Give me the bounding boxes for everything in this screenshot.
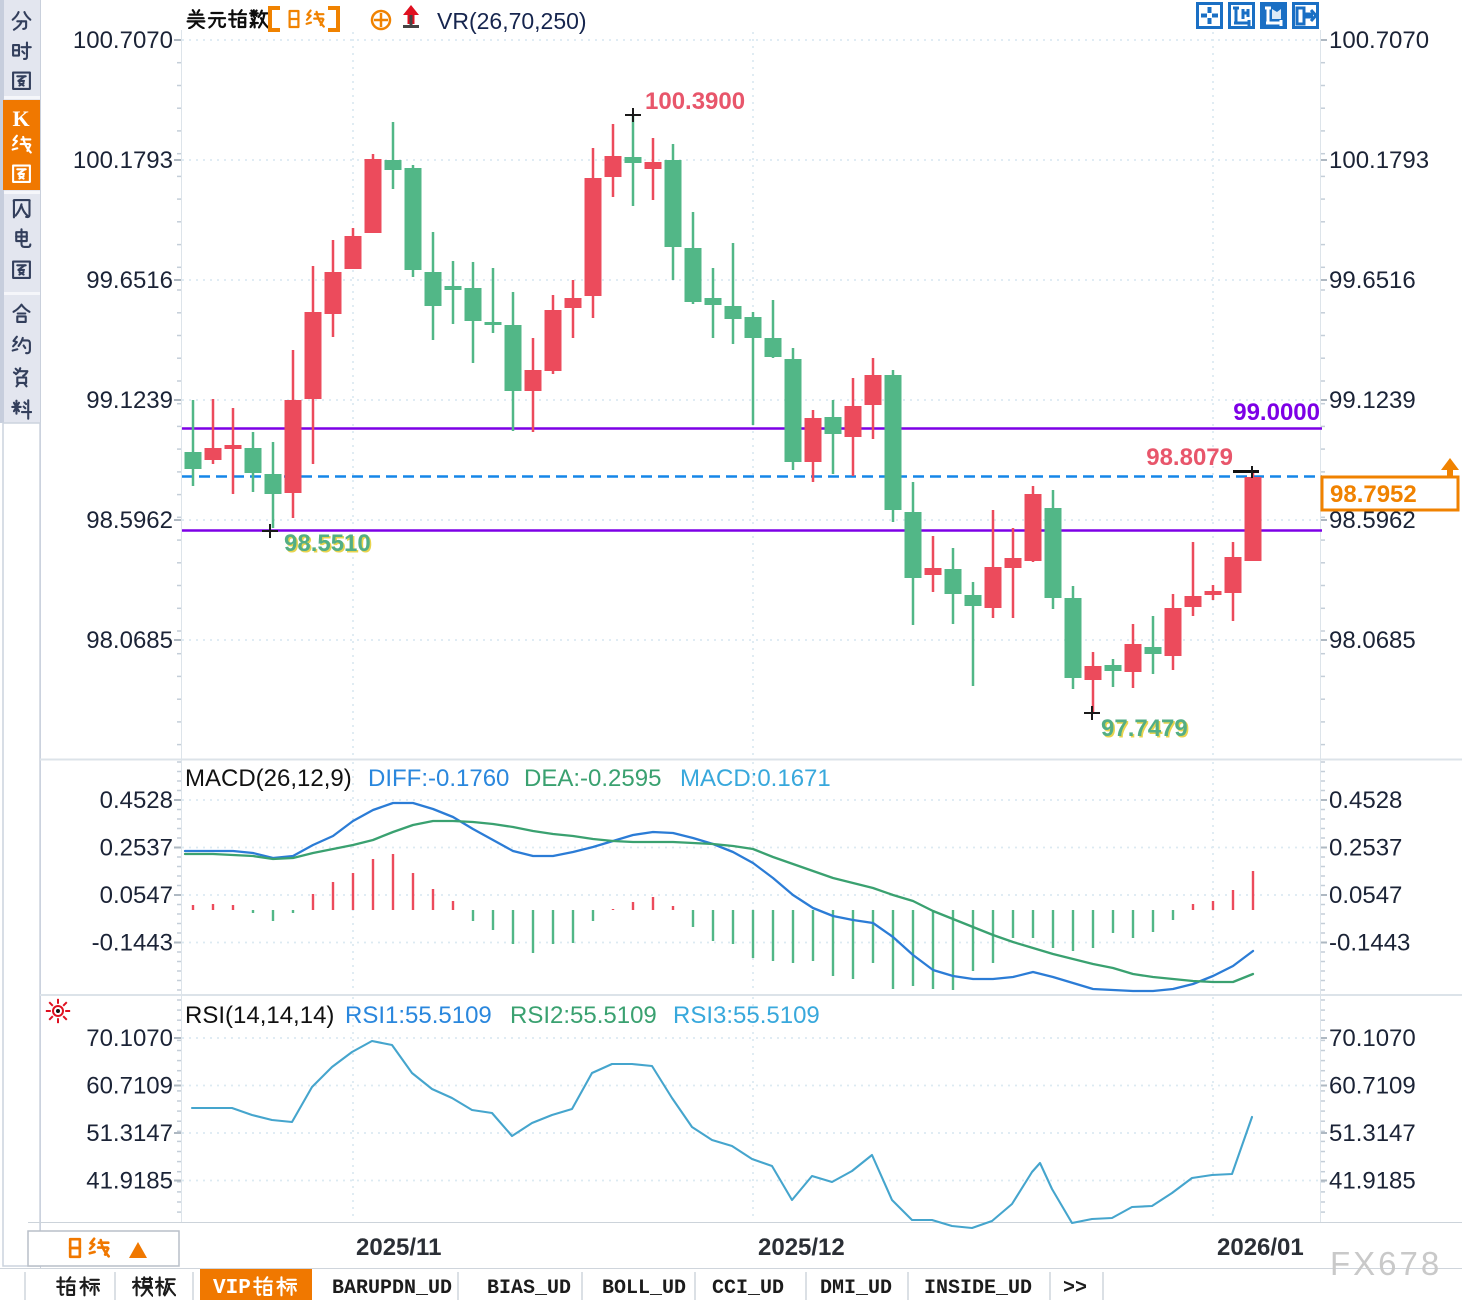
svg-text:100.3900: 100.3900: [645, 88, 745, 115]
svg-text:98.5962: 98.5962: [86, 507, 173, 534]
svg-text:70.1070: 70.1070: [1329, 1025, 1416, 1052]
svg-text:98.7952: 98.7952: [1330, 481, 1417, 508]
svg-text:0.0547: 0.0547: [100, 882, 173, 909]
svg-text:100.1793: 100.1793: [73, 147, 173, 174]
svg-text:DEA:-0.2595: DEA:-0.2595: [524, 765, 661, 792]
svg-text:FX678: FX678: [1330, 1245, 1442, 1282]
svg-text:99.6516: 99.6516: [86, 267, 173, 294]
svg-text:0.2537: 0.2537: [100, 835, 173, 862]
svg-text:BIAS_UD: BIAS_UD: [487, 1277, 571, 1300]
svg-text:2025/11: 2025/11: [356, 1234, 441, 1261]
svg-text:RSI3:55.5109: RSI3:55.5109: [673, 1002, 820, 1029]
svg-text:MACD(26,12,9): MACD(26,12,9): [185, 765, 352, 792]
svg-text:100.1793: 100.1793: [1329, 147, 1429, 174]
svg-text:100.7070: 100.7070: [1329, 27, 1429, 54]
svg-text:BARUPDN_UD: BARUPDN_UD: [332, 1277, 452, 1300]
svg-text:0.4528: 0.4528: [100, 787, 173, 814]
svg-text:-0.1443: -0.1443: [1329, 930, 1410, 957]
svg-text:99.1239: 99.1239: [1329, 387, 1416, 414]
svg-text:0.0547: 0.0547: [1329, 882, 1402, 909]
svg-text:98.8079: 98.8079: [1146, 444, 1233, 471]
svg-text:VR(26,70,250): VR(26,70,250): [437, 8, 587, 34]
svg-text:41.9185: 41.9185: [1329, 1168, 1416, 1195]
svg-text:BOLL_UD: BOLL_UD: [602, 1277, 686, 1300]
svg-text:60.7109: 60.7109: [1329, 1073, 1416, 1100]
svg-text:98.0685: 98.0685: [1329, 627, 1416, 654]
svg-text:2026/01: 2026/01: [1217, 1234, 1304, 1261]
svg-text:RSI2:55.5109: RSI2:55.5109: [510, 1002, 657, 1029]
svg-text:99.6516: 99.6516: [1329, 267, 1416, 294]
svg-text:0.4528: 0.4528: [1329, 787, 1402, 814]
svg-text:-0.1443: -0.1443: [92, 930, 173, 957]
svg-text:MACD:0.1671: MACD:0.1671: [680, 765, 831, 792]
svg-text:41.9185: 41.9185: [86, 1168, 173, 1195]
svg-text:VIP: VIP: [213, 1277, 251, 1300]
svg-text:DMI_UD: DMI_UD: [820, 1277, 892, 1300]
svg-text:2025/12: 2025/12: [758, 1234, 845, 1261]
svg-text:DIFF:-0.1760: DIFF:-0.1760: [368, 765, 509, 792]
svg-text:51.3147: 51.3147: [1329, 1120, 1416, 1147]
svg-text:100.7070: 100.7070: [73, 27, 173, 54]
svg-text:CCI_UD: CCI_UD: [712, 1277, 784, 1300]
svg-text:RSI(14,14,14): RSI(14,14,14): [185, 1002, 334, 1029]
svg-text:99.1239: 99.1239: [86, 387, 173, 414]
svg-text:0.2537: 0.2537: [1329, 835, 1402, 862]
svg-text:70.1070: 70.1070: [86, 1025, 173, 1052]
svg-text:>>: >>: [1063, 1277, 1087, 1300]
svg-text:98.5510: 98.5510: [284, 530, 371, 557]
svg-text:51.3147: 51.3147: [86, 1120, 173, 1147]
svg-text:INSIDE_UD: INSIDE_UD: [924, 1277, 1032, 1300]
svg-text:97.7479: 97.7479: [1101, 715, 1188, 742]
svg-text:K: K: [12, 106, 29, 131]
svg-text:99.0000: 99.0000: [1233, 399, 1320, 426]
svg-text:98.0685: 98.0685: [86, 627, 173, 654]
svg-text:RSI1:55.5109: RSI1:55.5109: [345, 1002, 492, 1029]
svg-text:60.7109: 60.7109: [86, 1073, 173, 1100]
